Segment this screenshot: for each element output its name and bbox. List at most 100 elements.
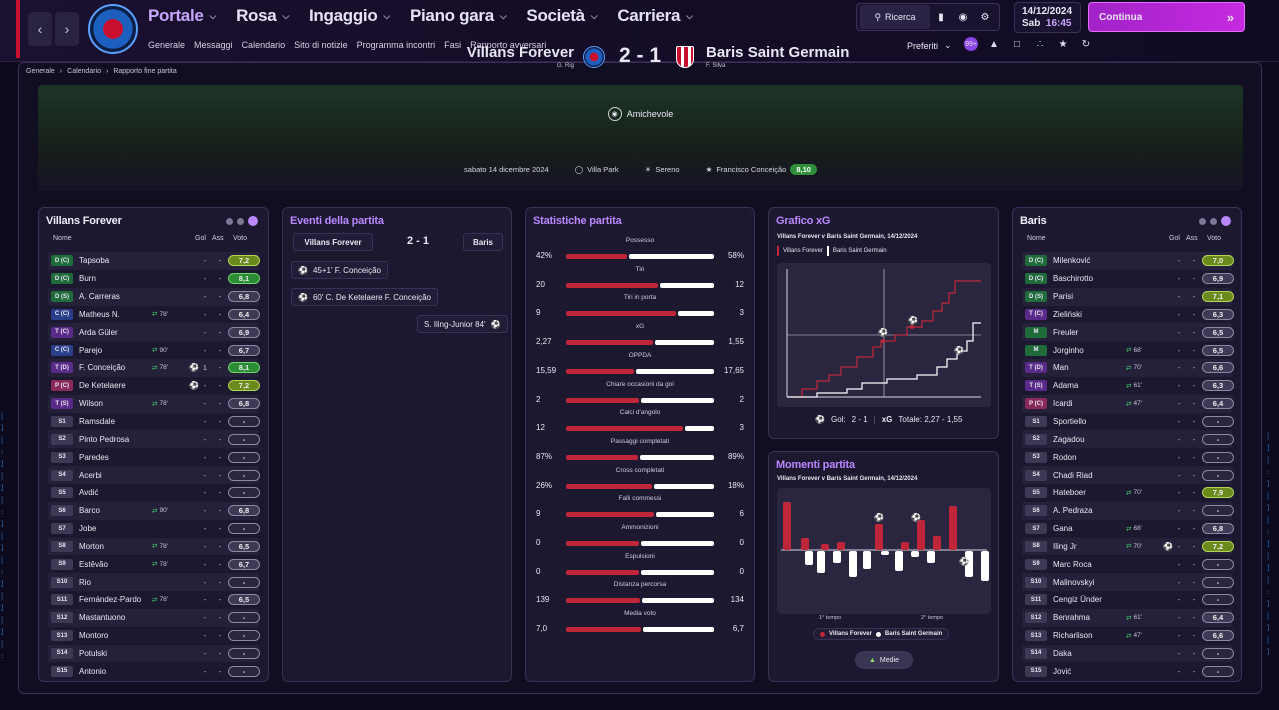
- player-name[interactable]: Milenković: [1053, 256, 1091, 266]
- continue-button[interactable]: Continua»: [1088, 2, 1245, 32]
- forward-button[interactable]: ›: [55, 12, 79, 46]
- pager-dot[interactable]: [1221, 216, 1231, 226]
- subnav-rapporto[interactable]: Rapporto avversari: [470, 40, 547, 50]
- nav-carriera[interactable]: Carriera ⌵: [617, 6, 693, 25]
- table-row[interactable]: S4 Chadi Riad - - -: [1022, 466, 1234, 484]
- player-name[interactable]: Estêvão: [79, 559, 108, 569]
- averages-button[interactable]: ▲ Medie: [855, 651, 913, 669]
- pager-dot[interactable]: [1199, 217, 1206, 225]
- pager-dot[interactable]: [1210, 217, 1217, 225]
- player-name[interactable]: Burn: [79, 274, 96, 284]
- player-name[interactable]: Icardi: [1053, 399, 1073, 409]
- search-button[interactable]: ⚲ Ricerca: [860, 5, 930, 29]
- player-name[interactable]: Arda Güler: [79, 327, 118, 337]
- player-name[interactable]: Richarlison: [1053, 631, 1093, 641]
- player-name[interactable]: Jorginho: [1053, 345, 1084, 355]
- player-name[interactable]: Mastantuono: [79, 613, 126, 623]
- table-row[interactable]: D (S) A. Carreras - -6,8: [48, 287, 260, 306]
- back-button[interactable]: ‹: [28, 12, 52, 46]
- player-name[interactable]: Baschirotto: [1053, 274, 1094, 284]
- table-row[interactable]: S6 A. Pedraza - - -: [1022, 501, 1234, 520]
- player-name[interactable]: Man: [1053, 363, 1069, 373]
- preferred-menu[interactable]: Preferiti ⌄: [907, 40, 952, 51]
- player-name[interactable]: Jović: [1053, 666, 1072, 676]
- player-name[interactable]: F. Conceição: [79, 363, 126, 373]
- player-name[interactable]: Zagadou: [1053, 434, 1085, 444]
- away-team-name[interactable]: Baris Saint Germain: [706, 44, 850, 61]
- player-name[interactable]: Iling Jr: [1053, 541, 1077, 551]
- shirt-icon[interactable]: ▲: [989, 38, 999, 50]
- table-row[interactable]: P (C) De Ketelaere ⚽ - -7,2: [48, 377, 260, 395]
- table-row[interactable]: M Freuler - -6,5: [1022, 323, 1234, 342]
- pager-dot[interactable]: [248, 216, 258, 226]
- player-name[interactable]: Cengiz Ünder: [1053, 595, 1102, 605]
- club-logo[interactable]: [88, 4, 138, 54]
- table-row[interactable]: S12 Mastantuono - - -: [48, 608, 260, 627]
- player-name[interactable]: Antonio: [79, 666, 107, 676]
- table-row[interactable]: S9 Estêvão ⇄ 78' - -6,7: [48, 555, 260, 573]
- player-name[interactable]: Fernández-Pardo: [79, 595, 142, 605]
- player-name[interactable]: Paredes: [79, 452, 109, 462]
- player-name[interactable]: Freuler: [1053, 327, 1079, 337]
- player-name[interactable]: Barco: [79, 506, 100, 516]
- tactics-icon[interactable]: ∴: [1036, 38, 1044, 50]
- table-row[interactable]: S14 Daka - - -: [1022, 644, 1234, 663]
- table-row[interactable]: S7 Gana ⇄ 68' - -6,8: [1022, 520, 1234, 538]
- home-team-name[interactable]: Villans Forever: [466, 44, 574, 61]
- table-row[interactable]: S5 Hateboer ⇄ 70' - -7,9: [1022, 484, 1234, 502]
- table-row[interactable]: S8 Iling Jr ⇄ 70' ⚽ - -7,2: [1022, 537, 1234, 556]
- table-row[interactable]: S2 Zagadou - - -: [1022, 430, 1234, 449]
- player-name[interactable]: Jobe: [79, 524, 97, 534]
- table-row[interactable]: S12 Benrahma ⇄ 61' - -6,4: [1022, 608, 1234, 627]
- table-row[interactable]: S15 Jović - - -: [1022, 662, 1234, 680]
- subnav-fasi[interactable]: Fasi: [444, 40, 462, 50]
- notes-icon[interactable]: ▮: [938, 11, 944, 23]
- clipboard-icon[interactable]: □: [1013, 38, 1021, 50]
- table-row[interactable]: C (C) Matheus N. ⇄ 78' - -6,4: [48, 306, 260, 324]
- player-name[interactable]: Sportiello: [1053, 417, 1087, 427]
- nav-societa[interactable]: Società ⌵: [526, 6, 598, 25]
- refresh-icon[interactable]: ↻: [1081, 38, 1091, 50]
- player-name[interactable]: Hateboer: [1053, 488, 1086, 498]
- table-row[interactable]: P (C) Icardi ⇄ 47' - -6,4: [1022, 394, 1234, 413]
- table-row[interactable]: S6 Barco ⇄ 90' - -6,8: [48, 501, 260, 520]
- table-row[interactable]: S11 Cengiz Ünder - - -: [1022, 591, 1234, 609]
- table-row[interactable]: C (C) Parejo ⇄ 90' - -6,7: [48, 341, 260, 359]
- player-name[interactable]: Tapsoba: [79, 256, 110, 266]
- player-name[interactable]: Marc Roca: [1053, 559, 1092, 569]
- player-name[interactable]: A. Pedraza: [1053, 506, 1093, 516]
- table-row[interactable]: S3 Rodon - - -: [1022, 448, 1234, 466]
- table-row[interactable]: S5 Avdić - - -: [48, 484, 260, 502]
- player-name[interactable]: Zieliński: [1053, 309, 1082, 319]
- table-row[interactable]: T (S) Wilson ⇄ 78' - -6,8: [48, 394, 260, 413]
- panel-pager[interactable]: [1199, 216, 1231, 226]
- table-row[interactable]: S13 Richarlison ⇄ 47' - -6,6: [1022, 627, 1234, 645]
- inbox-icon[interactable]: 99+: [964, 37, 978, 51]
- table-row[interactable]: S4 Acerbi - - -: [48, 466, 260, 484]
- nav-rosa[interactable]: Rosa ⌵: [236, 6, 289, 25]
- table-row[interactable]: D (C) Burn - -8,1: [48, 270, 260, 288]
- trophy-icon[interactable]: ★: [1058, 38, 1068, 50]
- table-row[interactable]: D (S) Parisi - -7,1: [1022, 287, 1234, 306]
- player-name[interactable]: Parisi: [1053, 292, 1074, 302]
- table-row[interactable]: S8 Morton ⇄ 78' - -6,5: [48, 537, 260, 556]
- table-row[interactable]: S13 Montoro - - -: [48, 627, 260, 645]
- table-row[interactable]: S10 Malinovskyi - - -: [1022, 573, 1234, 592]
- pager-dot[interactable]: [237, 217, 244, 225]
- table-row[interactable]: S1 Sportiello - - -: [1022, 413, 1234, 431]
- event-item[interactable]: ⚽ 45+1' F. Conceição: [291, 261, 388, 279]
- nav-piano-gara[interactable]: Piano gara ⌵: [409, 6, 507, 25]
- player-name[interactable]: Potulski: [79, 648, 108, 658]
- table-row[interactable]: S14 Potulski - - -: [48, 644, 260, 663]
- table-row[interactable]: T (D) F. Conceição ⇄ 78' ⚽ 1-8,1: [48, 359, 260, 377]
- subnav-news[interactable]: Sito di notizie: [294, 40, 348, 50]
- table-row[interactable]: S9 Marc Roca - - -: [1022, 555, 1234, 573]
- subnav-programma[interactable]: Programma incontri: [356, 40, 436, 50]
- player-name[interactable]: Rodon: [1053, 452, 1077, 462]
- table-row[interactable]: T (D) Man ⇄ 70' - -6,6: [1022, 359, 1234, 377]
- pager-dot[interactable]: [226, 217, 233, 225]
- player-name[interactable]: Morton: [79, 541, 104, 551]
- panel-pager[interactable]: [226, 216, 258, 226]
- player-name[interactable]: Parejo: [79, 345, 103, 355]
- club-icon[interactable]: ◉: [958, 11, 968, 23]
